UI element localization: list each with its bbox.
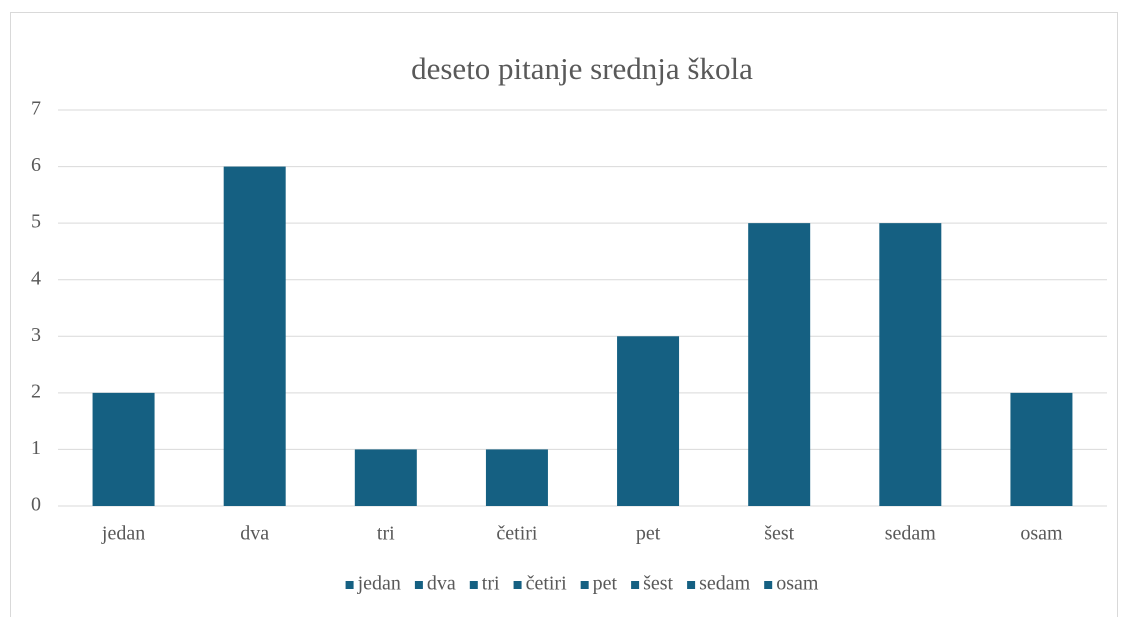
y-tick-label: 3 bbox=[31, 324, 41, 346]
y-tick-label: 7 bbox=[31, 98, 41, 120]
x-tick-label: pet bbox=[636, 523, 661, 545]
y-tick-label: 4 bbox=[31, 267, 41, 289]
legend-swatch bbox=[469, 581, 478, 589]
legend-label: četiri bbox=[526, 573, 568, 595]
legend-swatch bbox=[345, 581, 354, 589]
bar bbox=[879, 223, 942, 506]
bar bbox=[92, 392, 155, 506]
bar bbox=[223, 166, 286, 507]
x-tick-label: sedam bbox=[885, 523, 937, 545]
legend-label: šest bbox=[643, 573, 673, 595]
bar bbox=[617, 336, 680, 506]
chart-border bbox=[10, 12, 1118, 617]
x-tick-label: tri bbox=[377, 523, 395, 545]
legend-label: pet bbox=[593, 573, 618, 595]
y-tick-label: 2 bbox=[31, 380, 41, 402]
y-tick-label: 5 bbox=[31, 211, 41, 233]
legend-swatch bbox=[764, 581, 773, 589]
legend-swatch bbox=[414, 581, 423, 589]
y-tick-label: 6 bbox=[31, 154, 41, 176]
x-tick-label: šest bbox=[764, 523, 794, 545]
legend-swatch bbox=[631, 581, 640, 589]
legend-swatch bbox=[513, 581, 522, 589]
chart-title: deseto pitanje srednja škola bbox=[411, 51, 753, 86]
legend-label: jedan bbox=[357, 573, 401, 595]
legend-swatch bbox=[580, 581, 589, 589]
x-tick-label: dva bbox=[240, 523, 269, 545]
legend-swatch bbox=[687, 581, 696, 589]
y-tick-label: 1 bbox=[31, 437, 41, 459]
legend-label: tri bbox=[482, 573, 500, 595]
y-tick-label: 0 bbox=[31, 494, 41, 516]
legend-label: dva bbox=[427, 573, 456, 595]
x-tick-label: jedan bbox=[101, 523, 145, 545]
bar bbox=[748, 223, 811, 506]
x-tick-label: osam bbox=[1020, 523, 1063, 545]
x-tick-label: četiri bbox=[496, 523, 538, 545]
bar bbox=[354, 449, 417, 506]
legend-label: osam bbox=[776, 573, 819, 595]
legend-label: sedam bbox=[699, 573, 751, 595]
bar bbox=[485, 449, 548, 506]
bar bbox=[1010, 392, 1073, 506]
